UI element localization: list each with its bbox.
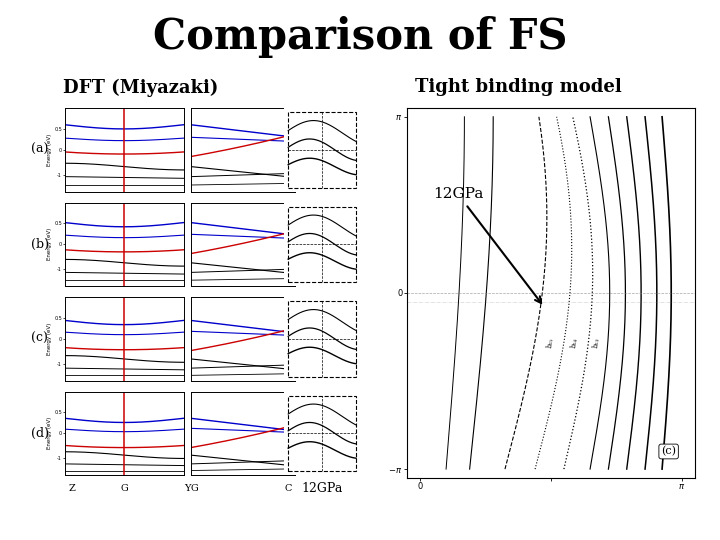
Text: Comparison of FS: Comparison of FS [153, 16, 567, 58]
Text: 12GPa: 12GPa [433, 187, 541, 303]
Text: (b): (b) [30, 238, 49, 251]
Text: b₁₅: b₁₅ [546, 336, 556, 348]
Text: DFT (Miyazaki): DFT (Miyazaki) [63, 78, 218, 97]
Text: b₁₃: b₁₃ [592, 336, 601, 348]
Text: (c): (c) [661, 447, 676, 457]
Text: C: C [284, 484, 292, 493]
Text: G: G [120, 484, 128, 493]
Text: (d): (d) [30, 427, 49, 440]
Text: 12GPa: 12GPa [302, 482, 343, 495]
Text: Y: Y [184, 484, 191, 493]
Y-axis label: Energy (eV): Energy (eV) [48, 417, 52, 449]
Text: (c): (c) [31, 332, 48, 346]
Y-axis label: Energy (eV): Energy (eV) [48, 134, 52, 166]
Text: G: G [191, 484, 198, 493]
Text: (a): (a) [31, 143, 48, 157]
Y-axis label: Energy (eV): Energy (eV) [48, 323, 52, 355]
Text: Tight binding model: Tight binding model [415, 78, 622, 96]
Text: b₁₄: b₁₄ [570, 336, 579, 348]
Y-axis label: Energy (eV): Energy (eV) [48, 228, 52, 260]
Text: Z: Z [68, 484, 76, 493]
